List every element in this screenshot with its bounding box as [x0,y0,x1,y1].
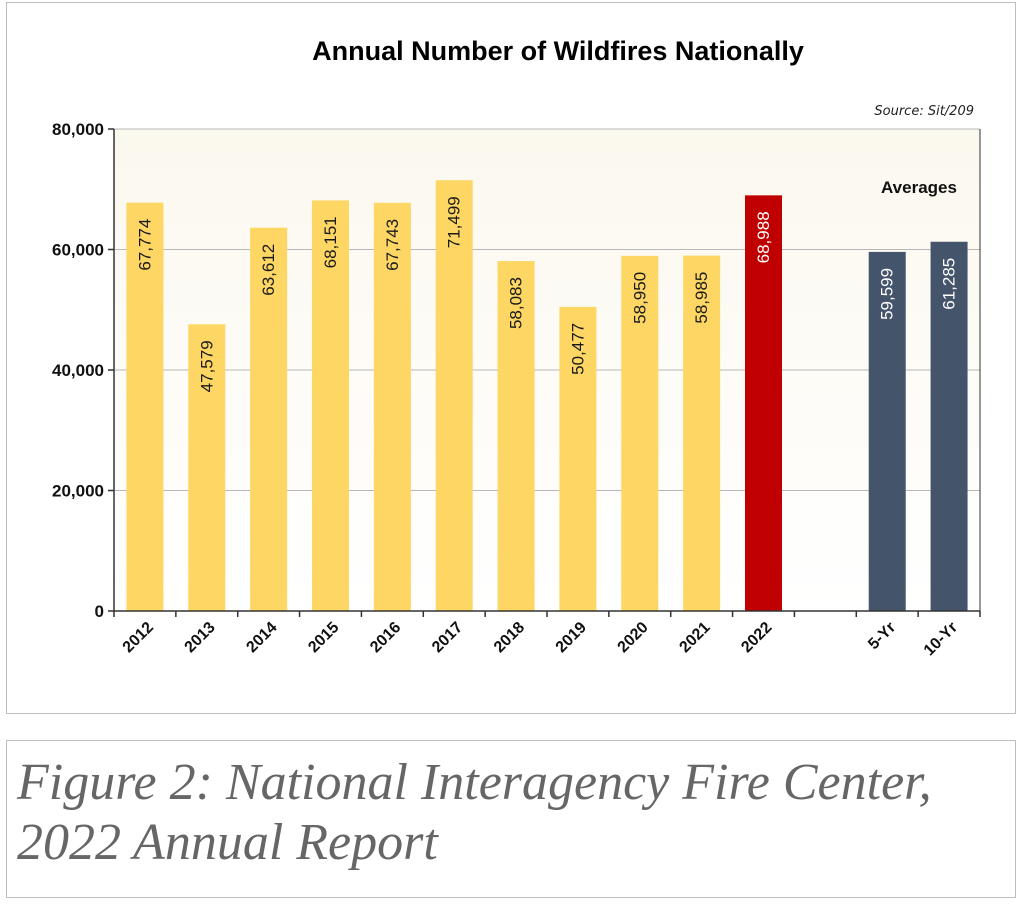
data-label-2021: 58,985 [692,272,711,324]
data-label-2012: 67,774 [135,219,154,271]
x-tick-label-2013: 2013 [182,619,219,656]
bar-2015 [312,200,349,611]
bar-2018 [497,261,535,611]
bar-2021 [683,255,721,612]
bar-2013 [188,324,226,611]
bar-2019 [559,306,597,611]
y-tick-label: 60,000 [52,241,104,260]
x-tick-label-10-Yr: 10-Yr [921,619,961,659]
data-label-2020: 58,950 [630,272,649,324]
chart-source: Source: Sit/209 [874,104,974,119]
bar-2012 [126,202,164,611]
data-label-2017: 71,499 [445,196,464,248]
figure-caption: Figure 2: National Interagency Fire Cent… [17,754,932,871]
bar-2014 [250,227,288,611]
y-tick-label: 80,000 [52,120,104,139]
data-label-2013: 47,579 [197,340,216,392]
data-label-2018: 58,083 [507,277,526,329]
data-label-10-Yr: 61,285 [940,258,959,310]
x-tick-label-2020: 2020 [615,619,652,656]
data-label-2014: 63,612 [259,244,278,296]
bar-2020 [621,255,659,612]
x-tick-label-2022: 2022 [738,619,775,656]
bar-2022 [745,195,782,612]
data-label-5-Yr: 59,599 [878,268,897,320]
x-tick-label-2019: 2019 [553,619,590,656]
x-tick-label-2018: 2018 [491,619,528,656]
data-label-2019: 50,477 [568,323,587,375]
data-label-2015: 68,151 [321,216,340,268]
x-tick-label-2017: 2017 [429,619,466,656]
figure-caption-box: Figure 2: National Interagency Fire Cent… [6,740,1016,898]
y-tick-label: 0 [95,602,104,621]
chart-frame: 67,774 47,579 63,612 68,151 67,743 71,499 58,0… [6,2,1016,714]
x-tick-label-2016: 2016 [367,619,404,656]
bar-2017 [435,180,473,612]
chart-title: Annual Number of Wildfires Nationally [312,36,804,66]
averages-annotation: Averages [881,178,957,197]
bar-2016 [373,202,411,611]
y-tick-label: 20,000 [52,482,104,501]
bar-5-Yr [868,251,906,612]
x-tick-label-2012: 2012 [120,619,157,656]
data-label-2022: 68,988 [754,211,773,263]
x-tick-label-2014: 2014 [243,619,280,656]
y-tick-label: 40,000 [52,361,104,380]
x-tick-label-2015: 2015 [305,619,342,656]
data-label-2016: 67,743 [383,219,402,271]
bar-chart: 67,774 47,579 63,612 68,151 67,743 71,499 58,0… [52,36,981,659]
x-tick-label-5-Yr: 5-Yr [865,619,899,653]
x-tick-label-2021: 2021 [676,619,713,656]
bar-10-Yr [930,241,968,611]
